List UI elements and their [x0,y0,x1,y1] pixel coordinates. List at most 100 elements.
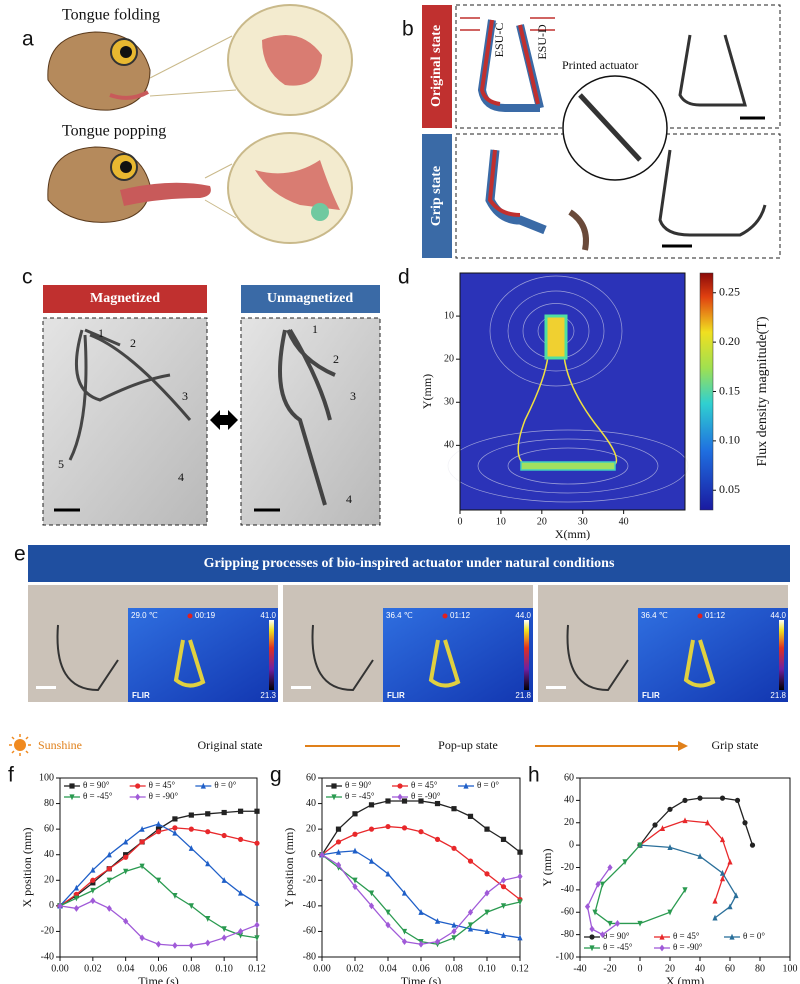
point [73,905,80,912]
legend-marker [659,944,665,952]
legend-label: θ = -90° [673,942,703,952]
thermal-image [128,608,278,702]
point [451,921,457,928]
x-tick-label: 0.02 [346,963,364,974]
point [139,839,145,845]
legend-marker [729,933,735,940]
y-tick-label: 60 [306,772,316,783]
legend-label: θ = 0° [214,780,236,790]
point [484,826,490,832]
x-axis-label: Time (s) [401,974,442,984]
legend-label: θ = -45° [83,791,113,801]
colorbar-tick-label: 0.25 [719,285,740,299]
scale-min: 21.8 [515,691,531,700]
field-line [489,275,623,387]
colorbar-tick-label: 0.10 [719,433,740,447]
point [637,920,643,927]
y-tick-label: 20 [444,353,454,364]
point [139,934,145,942]
timer: 00:19 [195,611,216,620]
plot-frame [321,777,521,958]
point [484,928,490,935]
point [733,892,739,899]
series-line [59,827,258,907]
point [385,909,391,916]
scale-bar [36,686,56,689]
panel-label: g [270,764,282,787]
y-tick-label: 10 [444,310,454,321]
point [385,870,391,877]
x-tick-label: 80 [755,963,765,974]
y-tick-label: -100 [556,951,574,962]
x-tick-label: 0.04 [117,963,135,974]
y-tick-label: 80 [44,798,54,809]
point [467,858,474,864]
field-line [477,438,659,494]
rec-dot [442,613,448,619]
point [188,942,194,949]
x-tick-label: 0.02 [84,963,102,974]
panel-label: c [22,266,33,289]
point [172,942,178,949]
stage: Pop-up state [438,738,498,752]
point [237,928,244,935]
caption: Tongue popping [62,123,166,140]
point [188,826,194,832]
point [237,932,244,939]
legend-marker [135,793,141,801]
inset-label: Printed actuator [562,58,638,72]
point [172,816,178,822]
point [517,934,523,941]
x-tick-label: 0.00 [313,963,331,974]
point [368,826,375,832]
point [614,920,621,927]
point [451,935,457,942]
x-tick-label: 40 [695,963,705,974]
series-line [321,850,521,939]
point [401,825,408,831]
x-tick-label: 0.04 [379,963,397,974]
point [123,868,129,875]
point [254,921,260,929]
legend-label: θ = -90° [411,791,441,801]
segment-number: 3 [182,389,188,403]
point [592,909,598,916]
magnet [520,461,616,471]
x-tick-label: 0.10 [478,963,496,974]
segment-number: 1 [312,322,318,336]
point [57,902,63,910]
point [589,925,595,933]
point [500,903,507,910]
panel-e: e Gripping processes of bio-inspired act… [9,543,790,756]
point [484,871,490,877]
caption: Tongue folding [62,7,160,24]
actuator-photo [56,624,119,692]
point [205,939,211,947]
x-axis-label: X(mm) [555,527,590,541]
point [335,826,342,832]
thermal-scale [269,620,274,690]
panel-label: a [22,28,34,51]
point [727,903,733,910]
point [221,934,227,942]
point [622,859,628,866]
point [155,877,162,884]
legend-label: θ = 0° [477,780,499,790]
scale-max: 44.0 [770,611,786,620]
brand: FLIR [132,691,150,700]
y-tick-label: -20 [303,875,316,886]
series-line [586,867,618,936]
timer: 01:12 [450,611,471,620]
point [500,876,507,884]
point [155,940,162,948]
point [352,883,358,891]
point [368,902,375,910]
temperature: 29.0 ℃ [131,611,158,620]
segment-number: 2 [130,336,136,350]
legend-marker [200,782,206,789]
point [704,819,711,826]
y-tick-label: 30 [444,397,454,408]
legend-marker [463,782,469,789]
point [517,873,523,880]
